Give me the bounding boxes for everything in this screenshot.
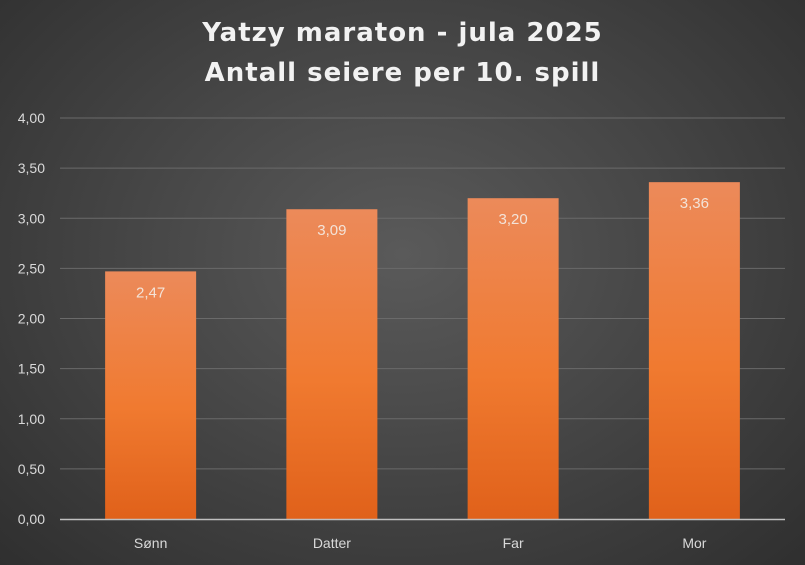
data-label: 3,20 [499, 211, 528, 228]
data-label: 3,09 [317, 222, 346, 239]
chart-subtitle: Antall seiere per 10. spill [204, 58, 601, 88]
y-tick-label: 4,00 [18, 110, 45, 126]
y-tick-label: 1,50 [18, 361, 45, 377]
x-tick-label: Far [503, 535, 524, 551]
x-tick-label: Mor [682, 535, 706, 551]
y-tick-label: 0,00 [18, 511, 45, 527]
chart-title: Yatzy maraton - jula 2025 [202, 18, 603, 48]
bar [286, 209, 378, 520]
data-label: 3,36 [680, 195, 709, 212]
data-label: 2,47 [136, 284, 165, 301]
x-tick-label: Sønn [134, 535, 167, 551]
y-tick-label: 3,50 [18, 160, 45, 176]
y-tick-label: 2,50 [18, 260, 45, 276]
y-tick-label: 2,00 [18, 311, 45, 327]
bar [105, 271, 197, 519]
y-tick-label: 0,50 [18, 461, 45, 477]
bar [648, 182, 740, 519]
x-tick-label: Datter [313, 535, 351, 551]
bar [467, 198, 559, 519]
y-tick-label: 3,00 [18, 210, 45, 226]
y-tick-label: 1,00 [18, 411, 45, 427]
